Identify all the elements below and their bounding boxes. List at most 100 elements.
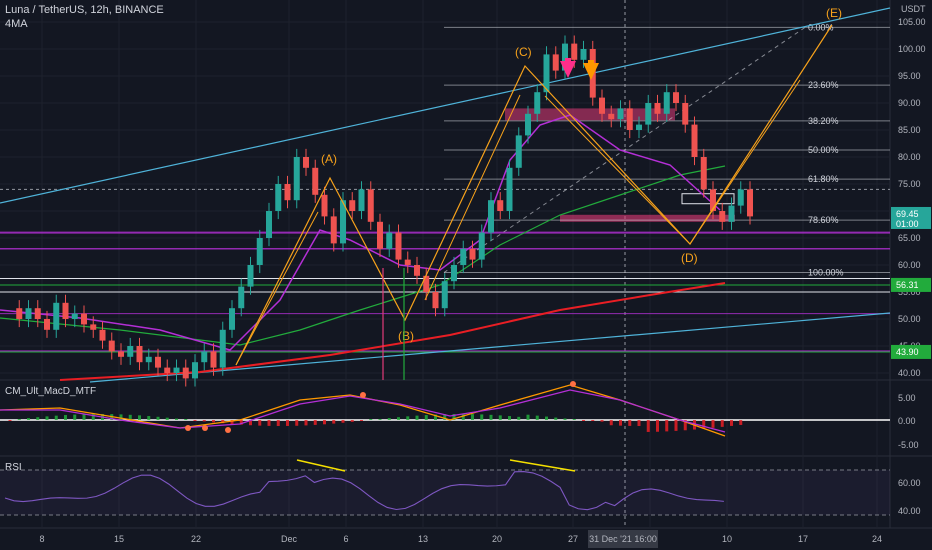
candle-body [737, 189, 744, 206]
pink-down-arrow [560, 61, 576, 78]
macd-histogram-bar [424, 415, 428, 420]
macd-histogram-bar [175, 418, 178, 420]
candle-body [321, 194, 328, 217]
candle-body [469, 248, 476, 260]
price-badge [891, 277, 931, 292]
price-tick: 55.00 [898, 287, 921, 297]
macd-histogram-bar [73, 414, 77, 420]
candle-body [201, 351, 208, 363]
candle-body [256, 238, 263, 265]
macd-histogram-bar [628, 420, 632, 426]
candle-body [284, 184, 291, 201]
candle-body [728, 205, 735, 222]
candle-body [44, 319, 50, 330]
macd-histogram-bar [674, 420, 678, 431]
macd-histogram-bar [184, 419, 188, 420]
candle-body [127, 346, 134, 357]
price-tick: 90.00 [898, 98, 921, 108]
macd-histogram-bar [489, 414, 493, 420]
macd-histogram-bar [554, 417, 558, 420]
candle-body [414, 265, 420, 276]
price-tick: 40.00 [898, 368, 921, 378]
candle-body [626, 108, 633, 130]
candle-body [53, 302, 60, 330]
support-zone [560, 214, 735, 222]
macd-histogram-bar [230, 420, 234, 424]
macd-histogram-bar [582, 420, 585, 421]
crosshair-time-badge [588, 530, 658, 548]
macd-histogram-bar [91, 414, 95, 420]
macd-histogram-bar [563, 418, 567, 420]
macd-histogram-bar [369, 419, 373, 420]
price-tick: 100.00 [898, 44, 926, 54]
candle-body [608, 113, 615, 120]
macd-cross-dot [185, 425, 191, 431]
wave-label: (B) [398, 329, 414, 343]
macd-histogram-bar [286, 420, 289, 426]
price-badge [891, 344, 931, 359]
price-tick: 105.00 [898, 17, 926, 27]
macd-histogram-bar [138, 415, 141, 420]
candle-body [238, 286, 245, 309]
macd-histogram-bar [471, 414, 474, 420]
macd-title: CM_Ult_MacD_MTF [5, 386, 97, 397]
wave-label: (C) [515, 45, 532, 59]
candle-body [229, 308, 235, 330]
candle-body [81, 313, 87, 325]
price-tick: 65.00 [898, 233, 921, 243]
candle-body [580, 49, 587, 60]
candle-body [108, 340, 115, 352]
price-badge-label: 43.90 [896, 347, 919, 357]
macd-histogram-bar [415, 415, 419, 420]
candle-body [423, 275, 430, 292]
candle-body [562, 43, 568, 71]
wave-path [235, 24, 833, 366]
trend-channel [0, 7, 891, 383]
macd-histogram-bar [212, 420, 215, 423]
candle-body [552, 54, 559, 71]
macd-histogram-bar [387, 418, 391, 420]
ma-red [59, 282, 726, 381]
macd-cross-dot [225, 427, 231, 433]
wave-label: (E) [826, 6, 842, 20]
candle-body [16, 308, 23, 319]
target-box [681, 193, 735, 205]
candle-body [330, 216, 337, 244]
time-tick: 10 [722, 534, 732, 544]
candle-body [247, 265, 254, 287]
candle-body [62, 302, 69, 319]
fib-label: 78.60% [808, 215, 839, 225]
wave-label: (D) [681, 251, 698, 265]
price-tick: 85.00 [898, 125, 921, 135]
fib-label: 0.00% [808, 22, 834, 32]
macd-histogram-bar [193, 420, 197, 421]
candle-body [691, 124, 698, 157]
price-tick: 80.00 [898, 152, 921, 162]
candle-body [219, 329, 226, 368]
macd-histogram-bar [702, 420, 706, 429]
axes: 120.00115.00110.00105.00100.0095.0090.00… [39, 4, 931, 548]
candle-body [432, 292, 439, 309]
candle-body [367, 189, 374, 222]
macd-histogram-bar [480, 414, 484, 420]
macd-cross-dot [202, 425, 208, 431]
price-badge-time: 01:00 [896, 219, 919, 229]
candle-body [747, 189, 753, 217]
candle-body [617, 108, 624, 120]
candle-body [210, 351, 217, 368]
macd-histogram-bar [498, 415, 502, 420]
macd-histogram-bar [267, 420, 271, 426]
candle-body [441, 281, 448, 309]
fib-label: 100.00% [808, 268, 844, 278]
candle-body [192, 362, 198, 379]
candle-body [340, 200, 346, 244]
candle-body [90, 324, 97, 330]
macd-pane [0, 381, 890, 437]
candle-body [497, 200, 504, 211]
macd-histogram-bar [378, 418, 382, 420]
macd-histogram-bar [17, 419, 21, 420]
macd-histogram-bar [119, 414, 123, 420]
